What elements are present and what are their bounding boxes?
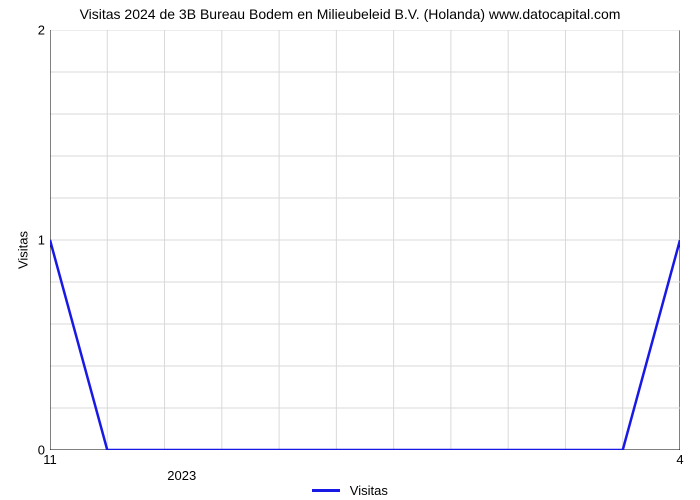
legend-label: Visitas [350, 483, 388, 498]
chart-container: Visitas 2024 de 3B Bureau Bodem en Milie… [0, 0, 700, 500]
plot-area [50, 30, 680, 450]
chart-title: Visitas 2024 de 3B Bureau Bodem en Milie… [0, 6, 700, 22]
plot-svg [50, 30, 680, 450]
legend-swatch [312, 489, 340, 492]
grid [50, 30, 680, 450]
series-group [50, 240, 680, 450]
x-sub-tick: 2023 [167, 468, 196, 483]
x-tick: 11 [43, 452, 57, 467]
series-line [50, 240, 680, 450]
y-tick: 1 [25, 233, 45, 248]
x-tick: 4 [676, 452, 683, 467]
y-tick: 0 [25, 443, 45, 458]
legend: Visitas [0, 482, 700, 498]
y-tick: 2 [25, 23, 45, 38]
